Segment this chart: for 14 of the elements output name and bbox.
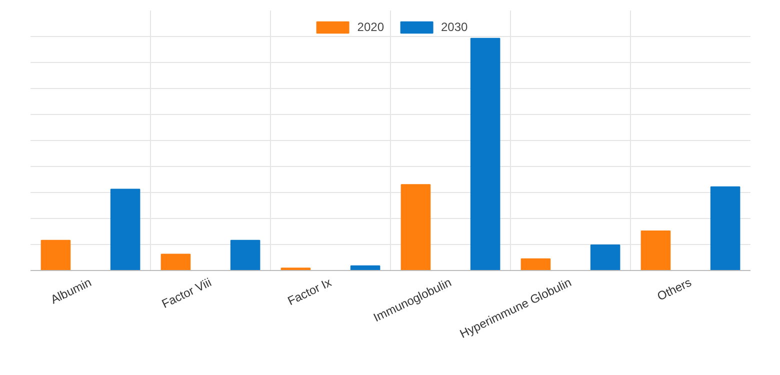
bar [160,254,191,270]
bar [470,38,500,270]
bar [400,184,431,270]
bar [230,240,260,270]
bar [590,244,620,270]
bar [710,186,740,270]
bar [40,240,71,270]
bar [110,188,140,270]
bar [640,230,671,270]
x-tick-label: Others [655,275,694,304]
legend-label: 2030 [441,20,468,34]
bar [520,258,551,270]
legend-label: 2020 [357,20,384,34]
x-tick-label: Factor Ix [285,275,334,308]
